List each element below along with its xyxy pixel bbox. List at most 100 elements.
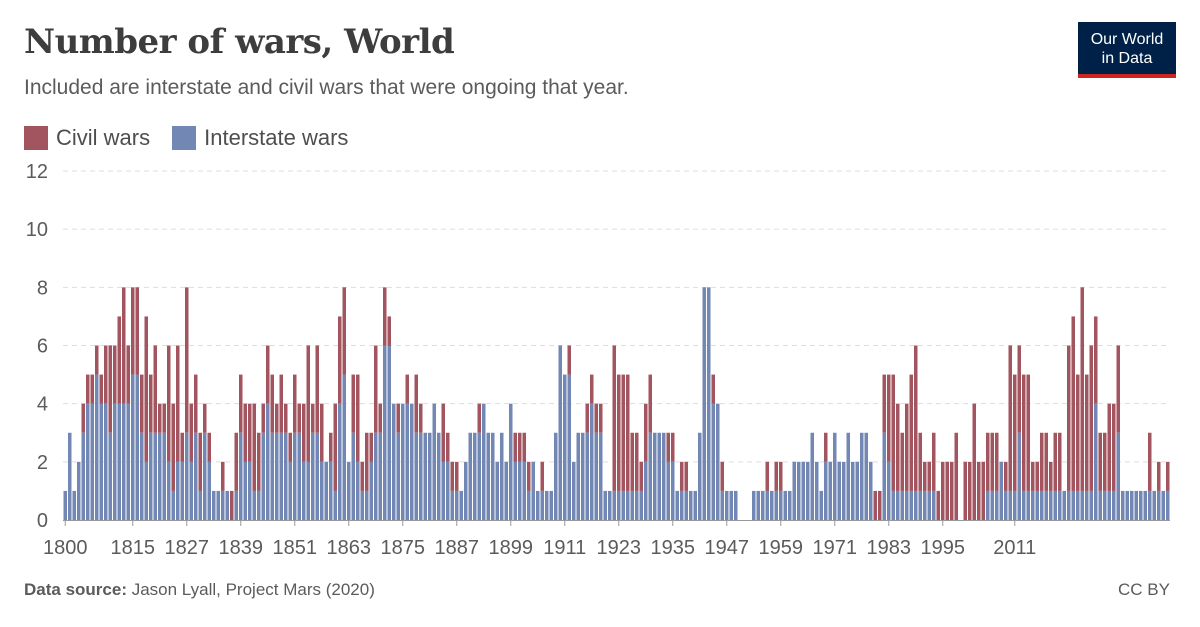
bar-civil-1927[interactable]	[634, 432, 639, 491]
bar-interstate-1984[interactable]	[891, 490, 896, 520]
bar-civil-1892[interactable]	[477, 403, 482, 433]
bar-interstate-1993[interactable]	[931, 490, 936, 520]
bar-interstate-1992[interactable]	[927, 490, 932, 520]
bar-interstate-1986[interactable]	[900, 490, 905, 520]
bar-civil-1805[interactable]	[85, 374, 90, 404]
bar-civil-2014[interactable]	[1026, 374, 1031, 491]
bar-interstate-2013[interactable]	[1021, 490, 1026, 520]
bar-civil-1989[interactable]	[913, 345, 918, 491]
bar-civil-2005[interactable]	[985, 432, 990, 491]
bar-interstate-1955[interactable]	[760, 490, 765, 520]
bar-interstate-1865[interactable]	[355, 461, 360, 520]
bar-interstate-1923[interactable]	[616, 490, 621, 520]
bar-civil-1878[interactable]	[414, 374, 419, 433]
bar-civil-1944[interactable]	[711, 374, 716, 404]
bar-civil-1987[interactable]	[904, 403, 909, 491]
bar-interstate-1924[interactable]	[621, 490, 626, 520]
bar-civil-1925[interactable]	[625, 374, 630, 491]
bar-civil-2028[interactable]	[1089, 345, 1094, 491]
bar-civil-2032[interactable]	[1107, 403, 1112, 491]
bar-civil-2029[interactable]	[1093, 316, 1098, 404]
bar-civil-1862[interactable]	[342, 287, 347, 375]
bar-interstate-1828[interactable]	[189, 461, 194, 520]
bar-civil-1841[interactable]	[247, 403, 252, 462]
bar-civil-2003[interactable]	[976, 461, 981, 520]
bar-civil-1837[interactable]	[229, 490, 234, 520]
bar-interstate-1859[interactable]	[328, 461, 333, 520]
bar-civil-1912[interactable]	[567, 345, 572, 375]
bar-interstate-2040[interactable]	[1143, 490, 1148, 520]
bar-civil-1861[interactable]	[337, 316, 342, 404]
bar-interstate-2035[interactable]	[1120, 490, 1125, 520]
bar-interstate-1929[interactable]	[643, 461, 648, 520]
bar-interstate-1935[interactable]	[670, 461, 675, 520]
bar-civil-2034[interactable]	[1116, 345, 1121, 433]
bar-interstate-1946[interactable]	[720, 490, 725, 520]
bar-civil-1839[interactable]	[238, 374, 243, 433]
bar-civil-1824[interactable]	[171, 403, 176, 491]
bar-interstate-2022[interactable]	[1062, 490, 1067, 520]
bar-civil-1815[interactable]	[130, 287, 135, 375]
bar-civil-1884[interactable]	[441, 403, 446, 462]
bar-interstate-1900[interactable]	[513, 461, 518, 520]
bar-civil-1919[interactable]	[598, 403, 603, 433]
bar-interstate-1855[interactable]	[310, 432, 315, 520]
bar-interstate-1934[interactable]	[666, 461, 671, 520]
bar-interstate-1877[interactable]	[409, 403, 414, 520]
bar-civil-1865[interactable]	[355, 374, 360, 462]
bar-civil-1924[interactable]	[621, 374, 626, 491]
bar-interstate-1831[interactable]	[202, 432, 207, 520]
bar-interstate-1858[interactable]	[324, 461, 329, 520]
bar-interstate-1821[interactable]	[157, 432, 162, 520]
bar-civil-1820[interactable]	[153, 345, 158, 433]
bar-civil-1819[interactable]	[148, 374, 153, 433]
bar-interstate-1963[interactable]	[796, 461, 801, 520]
bar-interstate-1907[interactable]	[544, 490, 549, 520]
bar-interstate-1903[interactable]	[526, 490, 531, 520]
bar-interstate-1990[interactable]	[918, 490, 923, 520]
legend-item-interstate[interactable]: Interstate wars	[172, 125, 348, 151]
bar-interstate-1953[interactable]	[751, 490, 756, 520]
bar-interstate-1809[interactable]	[103, 403, 108, 520]
bar-interstate-1965[interactable]	[805, 461, 810, 520]
bar-interstate-1880[interactable]	[423, 432, 428, 520]
bar-civil-1856[interactable]	[315, 345, 320, 433]
bar-interstate-1801[interactable]	[67, 432, 72, 520]
bar-interstate-1958[interactable]	[774, 490, 779, 520]
bar-interstate-1964[interactable]	[801, 461, 806, 520]
bar-civil-2012[interactable]	[1017, 345, 1022, 433]
bar-interstate-2030[interactable]	[1098, 490, 1103, 520]
bar-interstate-2044[interactable]	[1161, 490, 1166, 520]
bar-civil-1887[interactable]	[454, 461, 459, 491]
bar-civil-1825[interactable]	[175, 345, 180, 462]
bar-civil-1822[interactable]	[162, 403, 167, 433]
bar-civil-1981[interactable]	[877, 490, 882, 520]
bar-interstate-1969[interactable]	[823, 461, 828, 520]
bar-civil-1988[interactable]	[909, 374, 914, 491]
bar-civil-1902[interactable]	[522, 432, 527, 462]
bar-interstate-1825[interactable]	[175, 461, 180, 520]
bar-interstate-1864[interactable]	[351, 432, 356, 520]
bar-interstate-1824[interactable]	[171, 490, 176, 520]
bar-civil-1929[interactable]	[643, 403, 648, 462]
bar-civil-1922[interactable]	[612, 345, 617, 491]
bar-civil-1870[interactable]	[378, 403, 383, 433]
bar-civil-1916[interactable]	[585, 403, 590, 433]
bar-civil-1843[interactable]	[256, 432, 261, 491]
bar-interstate-1873[interactable]	[391, 403, 396, 520]
bar-civil-1817[interactable]	[139, 374, 144, 433]
bar-interstate-2024[interactable]	[1071, 490, 1076, 520]
bar-interstate-1905[interactable]	[535, 490, 540, 520]
bar-civil-1876[interactable]	[405, 374, 410, 404]
bar-interstate-1876[interactable]	[405, 403, 410, 520]
bar-interstate-1973[interactable]	[841, 461, 846, 520]
bar-interstate-1848[interactable]	[279, 432, 284, 520]
bar-civil-1816[interactable]	[135, 287, 140, 375]
bar-interstate-1940[interactable]	[693, 490, 698, 520]
bar-interstate-1878[interactable]	[414, 432, 419, 520]
bar-interstate-2016[interactable]	[1035, 490, 1040, 520]
bar-interstate-1866[interactable]	[360, 490, 365, 520]
bar-interstate-1936[interactable]	[675, 490, 680, 520]
bar-civil-2000[interactable]	[963, 461, 968, 520]
bar-interstate-1830[interactable]	[198, 490, 203, 520]
